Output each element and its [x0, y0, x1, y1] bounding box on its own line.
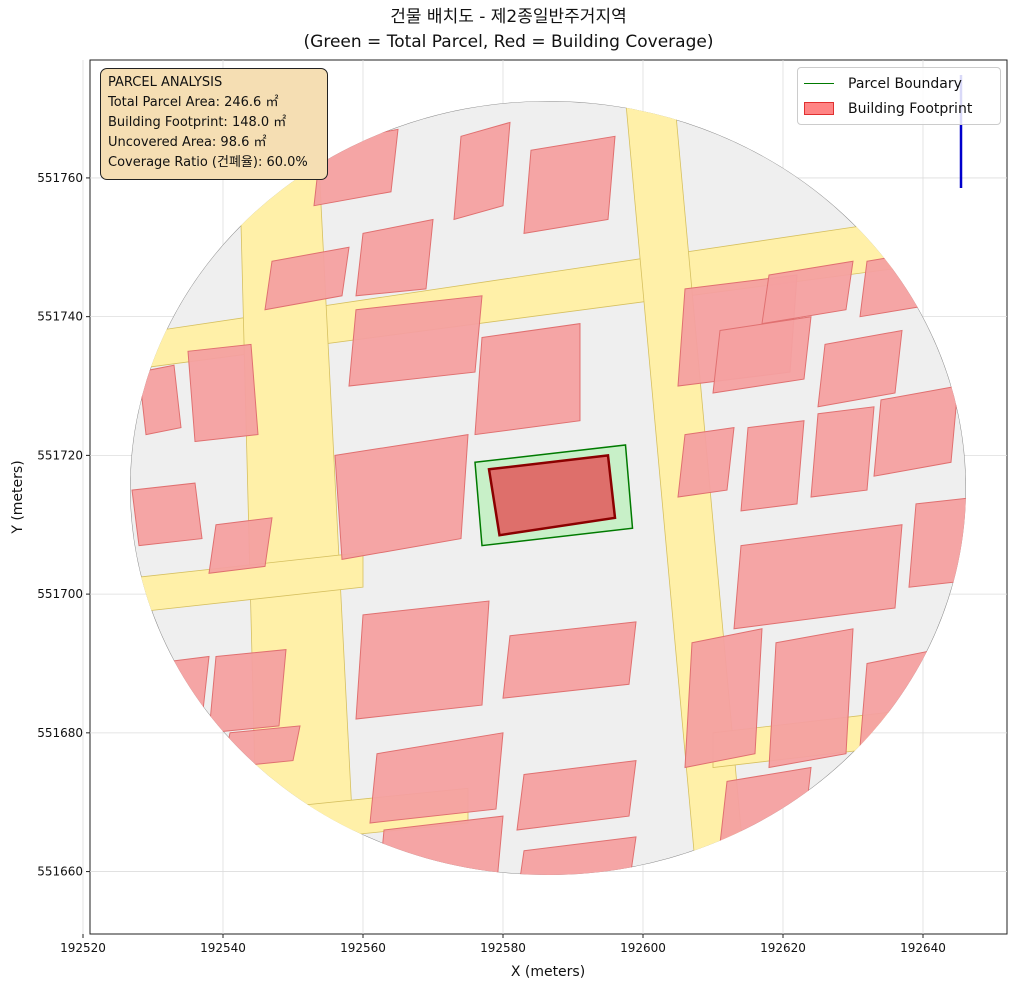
- total-area-text: Total Parcel Area: 246.6 ㎡: [108, 95, 279, 110]
- context-building: [453, 121, 511, 221]
- legend-item-parcel: Parcel Boundary: [804, 71, 994, 96]
- context-building: [355, 600, 490, 720]
- context-building: [817, 329, 903, 408]
- subject-building: [487, 454, 617, 537]
- y-tick-label: 551700: [37, 587, 83, 601]
- parcel-boundary-swatch: [804, 83, 834, 84]
- x-tick-label: 192520: [60, 941, 106, 955]
- context-building: [740, 420, 805, 512]
- context-building: [684, 628, 763, 769]
- analysis-heading: PARCEL ANALYSIS: [108, 75, 223, 90]
- x-axis-label: X (meters): [511, 964, 585, 980]
- x-tick-label: 192640: [900, 941, 946, 955]
- x-tick-label: 192560: [340, 941, 386, 955]
- context-building: [369, 732, 504, 824]
- subject-parcel-layer: [474, 444, 634, 547]
- uncovered-text: Uncovered Area: 98.6 ㎡: [108, 135, 267, 150]
- context-building: [761, 260, 854, 325]
- context-building: [208, 649, 287, 734]
- coverage-text: Coverage Ratio (건폐율): 60.0%: [108, 155, 308, 170]
- context-building: [768, 628, 854, 769]
- x-tick-label: 192540: [200, 941, 246, 955]
- context-building: [131, 482, 203, 547]
- parcel-analysis-box: PARCEL ANALYSIS Total Parcel Area: 246.6…: [100, 68, 328, 180]
- legend-label-parcel: Parcel Boundary: [848, 75, 962, 92]
- y-tick-label: 551720: [37, 448, 83, 462]
- context-building: [712, 316, 812, 394]
- context-building: [516, 760, 637, 831]
- legend-label-building: Building Footprint: [848, 100, 973, 117]
- context-building: [348, 295, 483, 387]
- context-building: [810, 406, 875, 498]
- x-tick-label: 192580: [480, 941, 526, 955]
- context-building: [474, 323, 581, 436]
- x-tick-label: 192620: [760, 941, 806, 955]
- context-building: [187, 343, 259, 443]
- x-tick-label: 192600: [620, 941, 666, 955]
- y-tick-label: 551660: [37, 865, 83, 879]
- chart-title: 건물 배치도 - 제2종일반주거지역: [390, 7, 627, 27]
- legend: Parcel Boundary Building Footprint: [797, 67, 1001, 125]
- chart-subtitle: (Green = Total Parcel, Red = Building Co…: [303, 32, 714, 52]
- context-building: [502, 621, 637, 699]
- legend-item-building: Building Footprint: [804, 96, 994, 121]
- y-tick-label: 551680: [37, 726, 83, 740]
- context-building: [873, 385, 959, 477]
- y-tick-label: 551740: [37, 310, 83, 324]
- context-building: [376, 815, 504, 875]
- context-building: [677, 427, 735, 498]
- y-tick-label: 551760: [37, 171, 83, 185]
- context-building: [355, 218, 434, 297]
- context-building: [733, 524, 903, 630]
- context-building: [208, 517, 273, 574]
- axis-ticks: 192520 192540 192560 192580 192600 192620 1926…: [37, 171, 946, 955]
- road: [130, 552, 364, 616]
- y-axis-label: Y (meters): [10, 460, 26, 534]
- footprint-text: Building Footprint: 148.0 ㎡: [108, 115, 287, 130]
- context-building: [516, 836, 637, 875]
- context-building: [264, 246, 350, 311]
- context-building: [523, 135, 616, 234]
- building-footprint-swatch: [804, 102, 834, 115]
- context-building: [334, 434, 469, 560]
